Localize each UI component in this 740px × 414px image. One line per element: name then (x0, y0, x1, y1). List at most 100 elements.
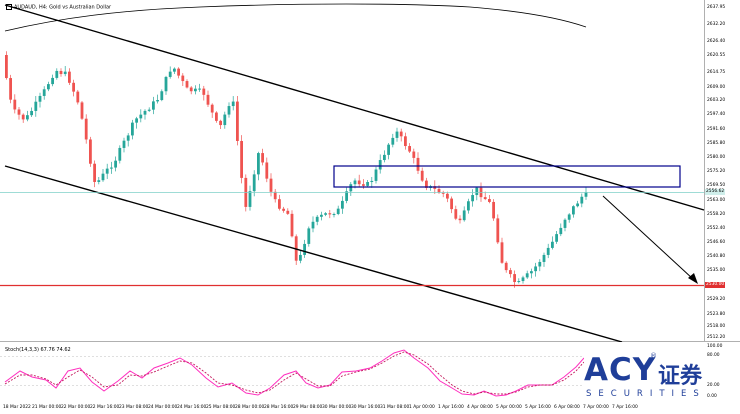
moving-average-line (4, 3, 587, 32)
candle-body (269, 178, 273, 192)
candle-body (13, 99, 17, 110)
price-label: 2603.20 (707, 98, 726, 103)
price-label: 2575.20 (707, 169, 726, 174)
candle-body (194, 88, 197, 92)
candle-body (408, 146, 411, 152)
candle-body (72, 82, 75, 92)
candle-body (500, 242, 504, 263)
candle-body (378, 160, 382, 170)
candle-body (521, 277, 525, 282)
price-label: 2620.55 (707, 53, 726, 58)
candle-body (341, 200, 344, 209)
candle-body (68, 71, 71, 83)
price-label: 2512.20 (707, 335, 726, 340)
candle-body (416, 157, 420, 171)
candle-body (156, 100, 159, 102)
time-label: 22 Mar 16:00 (90, 405, 120, 410)
support-level-badge: 2530.00 (705, 282, 726, 288)
candle-body (286, 210, 290, 214)
stochastic-panel[interactable] (0, 342, 704, 400)
candle-body (357, 180, 361, 185)
candle-body (303, 243, 306, 255)
candle-body (446, 193, 449, 199)
candle-body (17, 109, 21, 115)
candle-body (261, 153, 264, 163)
candle-body (525, 273, 529, 278)
candle-body (223, 114, 227, 126)
price-label: 2546.60 (707, 240, 726, 245)
stoch-main-line (4, 349, 585, 397)
candle-body (21, 114, 25, 120)
candle-body (332, 214, 336, 216)
candle-body (374, 169, 378, 181)
candle-body (290, 213, 294, 237)
candle-body (131, 122, 134, 136)
candle-body (231, 101, 235, 107)
candle-body (366, 182, 369, 186)
candle-body (496, 218, 500, 243)
candle-body (185, 81, 189, 88)
price-label: 2569.50 (707, 183, 726, 188)
candle-body (353, 180, 357, 185)
candle-body (311, 221, 315, 229)
candle-body (517, 281, 521, 283)
candle-body (240, 140, 243, 178)
price-label: 2552.40 (707, 226, 726, 231)
candle-body (143, 110, 147, 115)
logo-chinese-text: 证券 (658, 364, 703, 389)
candle-body (315, 216, 319, 222)
candle-body (227, 106, 231, 115)
candle-body (399, 131, 403, 137)
candle-body (9, 78, 12, 100)
candle-body (210, 104, 214, 113)
candle-body (164, 76, 168, 92)
candle-body (84, 118, 88, 140)
price-label: 2558.20 (707, 212, 726, 217)
time-label: 4 Apr 08:00 (467, 405, 493, 410)
chart-title-text: AUDAUD, H4: Gold vs Australian Dollar (14, 4, 112, 11)
projection-arrowhead-icon (688, 273, 698, 284)
time-label: 30 Mar 00:00 (322, 405, 352, 410)
candle-body (114, 160, 117, 168)
candle-body (404, 136, 407, 147)
time-label: 24 Mar 00:00 (148, 405, 178, 410)
candle-body (122, 140, 126, 148)
candle-body (219, 120, 222, 126)
candle-body (441, 192, 445, 194)
candle-body (467, 201, 470, 211)
resistance-zone (333, 165, 681, 188)
candle-body (181, 75, 185, 82)
price-chart[interactable] (0, 0, 740, 342)
price-label: 2637.95 (707, 5, 726, 10)
candle-body (160, 91, 164, 101)
candle-body (198, 88, 201, 90)
candle-body (30, 110, 33, 116)
candle-body (580, 196, 584, 204)
time-label: 29 Mar 08:00 (293, 405, 323, 410)
time-label: 24 Mar 16:00 (177, 405, 207, 410)
time-label: 1 Apr 00:00 (409, 405, 435, 410)
candle-body (584, 192, 588, 197)
candle-body (248, 191, 252, 207)
time-label: 30 Mar 16:00 (351, 405, 381, 410)
candle-body (483, 197, 487, 200)
candle-body (307, 228, 311, 244)
candle-body (383, 154, 386, 161)
price-label: 2518.00 (707, 324, 726, 329)
time-label: 22 Mar 00:00 (61, 405, 91, 410)
candle-body (387, 144, 390, 155)
candle-body (177, 68, 180, 76)
price-label: 2540.80 (707, 254, 726, 259)
time-label: 23 Mar 08:00 (119, 405, 149, 410)
candle-body (42, 89, 46, 96)
candle-body (80, 102, 84, 119)
candle-body (147, 109, 151, 111)
candle-body (370, 180, 374, 183)
price-label: 2597.40 (707, 112, 726, 117)
candle-body (278, 199, 281, 209)
channel-upper-line (4, 4, 705, 211)
candle-body (101, 173, 105, 181)
candle-body (471, 195, 474, 202)
stoch-signal-line (4, 351, 585, 395)
candle-body (55, 70, 59, 78)
